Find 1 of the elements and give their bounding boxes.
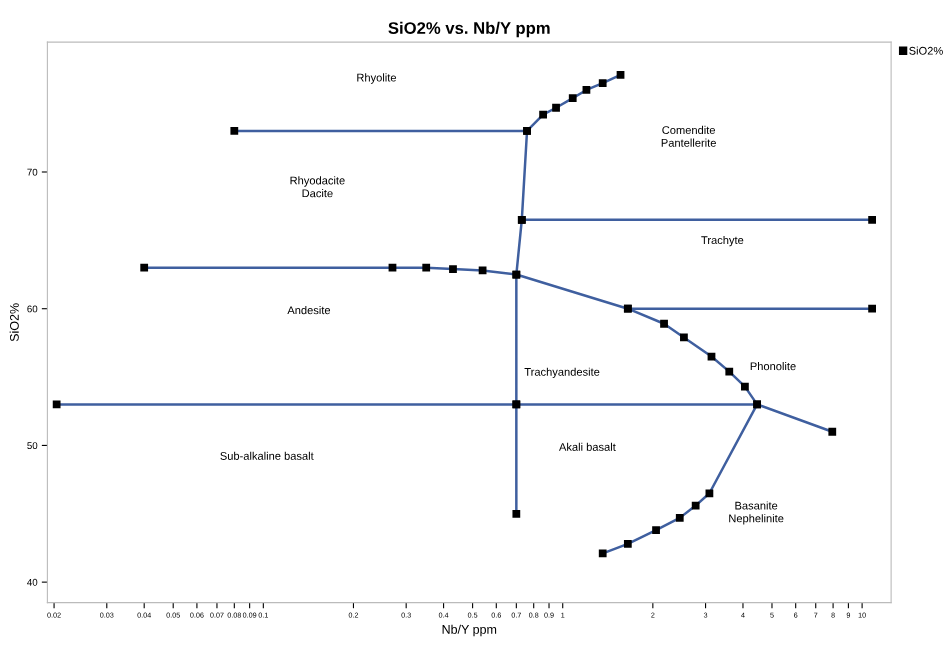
chart-title: SiO2% vs. Nb/Y ppm xyxy=(388,21,550,38)
